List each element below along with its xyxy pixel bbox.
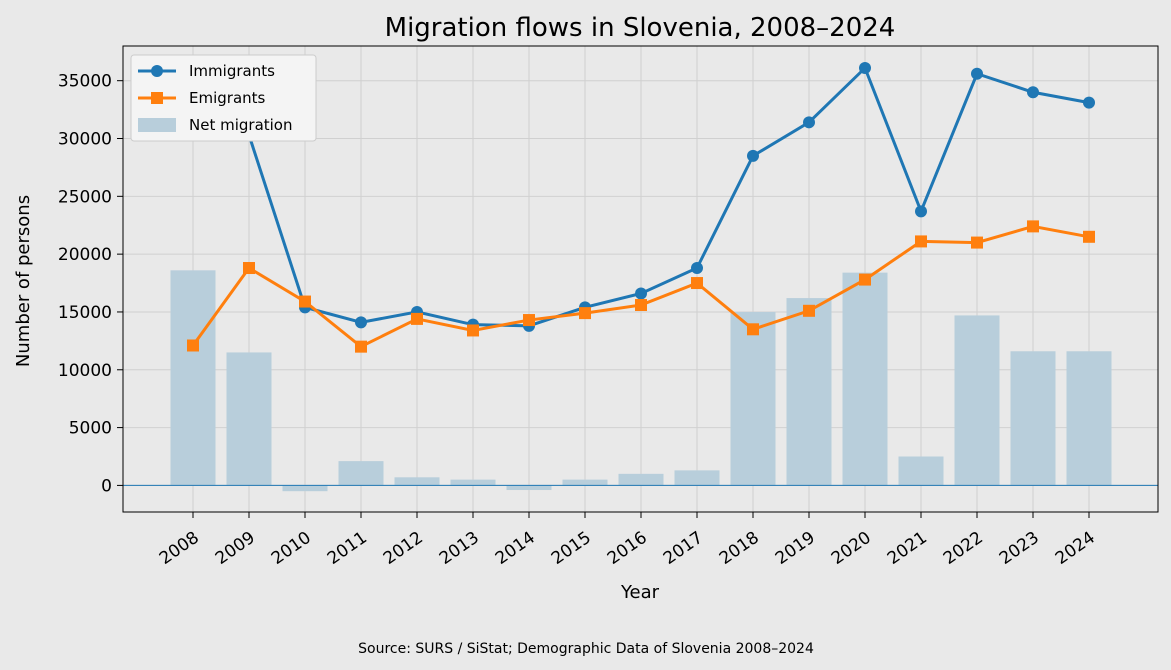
series-lines (187, 61, 1095, 353)
immigrants-point (691, 262, 703, 275)
net-migration-bar (170, 270, 216, 486)
net-migration-bar (226, 352, 272, 486)
emigrants-point (803, 304, 815, 317)
y-tick-label: 30000 (58, 130, 112, 150)
emigrants-point (859, 273, 871, 286)
legend-net-migration-label: Net migration (189, 116, 293, 134)
emigrants-point (243, 262, 255, 275)
legend-emigrants-label: Emigrants (189, 89, 266, 107)
x-axis-label: Year (620, 582, 660, 603)
net-migration-bar (1066, 351, 1112, 486)
emigrants-point (1027, 220, 1039, 233)
immigrants-point (803, 116, 815, 129)
net-migration-bar (506, 485, 552, 491)
y-tick-label: 35000 (58, 72, 112, 92)
net-migration-bar (562, 479, 608, 486)
legend-box (130, 54, 317, 142)
y-axis-ticks: 0 5000 10000 15000 20000 25000 30000 35000 (58, 72, 123, 496)
net-migration-bar (898, 456, 944, 486)
emigrants-point (579, 307, 591, 320)
y-tick-label: 25000 (58, 187, 112, 207)
y-tick-label: 20000 (58, 245, 112, 265)
legend-immigrants-marker (151, 65, 163, 77)
legend-net-migration-swatch (138, 118, 176, 132)
net-migration-bar (450, 479, 496, 486)
source-note: Source: SURS / SiStat; Demographic Data … (358, 641, 814, 657)
chart-title: Migration flows in Slovenia, 2008–2024 (385, 13, 896, 43)
emigrants-point (467, 324, 479, 337)
y-tick-label: 0 (101, 476, 112, 496)
emigrants-point (747, 323, 759, 336)
net-migration-bar (618, 473, 664, 486)
immigrants-point (859, 61, 871, 74)
emigrants-point (299, 295, 311, 308)
immigrants-point (355, 316, 367, 329)
emigrants-point (355, 340, 367, 353)
net-migration-bars (170, 270, 1112, 492)
y-tick-label: 5000 (69, 419, 112, 439)
immigrants-point (971, 67, 983, 80)
emigrants-point (1083, 230, 1095, 243)
y-tick-label: 10000 (58, 361, 112, 381)
emigrants-point (411, 312, 423, 325)
emigrants-point (187, 339, 199, 352)
net-migration-bar (282, 485, 328, 492)
legend-immigrants-label: Immigrants (189, 62, 275, 80)
immigrants-point (635, 287, 647, 300)
y-tick-label: 15000 (58, 303, 112, 323)
net-migration-bar (786, 298, 832, 486)
emigrants-point (971, 236, 983, 249)
net-migration-bar (1010, 351, 1056, 486)
legend: Immigrants Emigrants Net migration (130, 54, 317, 142)
emigrants-point (691, 277, 703, 290)
immigrants-point (1027, 86, 1039, 99)
net-migration-bar (842, 272, 888, 486)
emigrants-point (635, 299, 647, 312)
net-migration-bar (394, 477, 440, 486)
net-migration-bar (674, 470, 720, 486)
net-migration-bar (730, 311, 776, 486)
emigrants-point (915, 235, 927, 248)
y-axis-label: Number of persons (13, 195, 34, 367)
legend-emigrants-marker (151, 92, 163, 104)
net-migration-bar (338, 461, 384, 486)
emigrants-point (523, 314, 535, 327)
net-migration-bar (954, 315, 1000, 486)
immigrants-point (915, 205, 927, 218)
immigrants-point (747, 149, 759, 162)
immigrants-point (1083, 96, 1095, 109)
